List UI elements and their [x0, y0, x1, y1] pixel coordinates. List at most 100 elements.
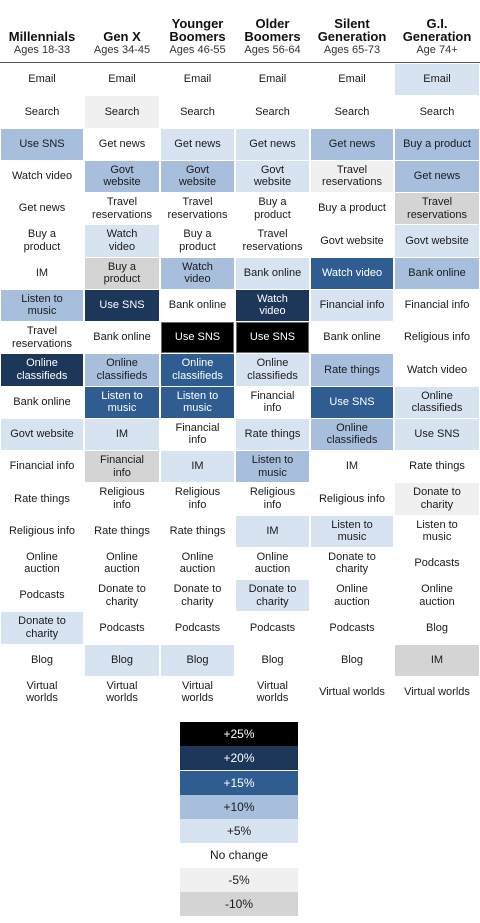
- activity-cell: Financial info: [85, 451, 159, 483]
- activity-cell: Online classifieds: [1, 354, 83, 386]
- activity-cell: Search: [395, 96, 479, 128]
- activity-cell: Listen to music: [395, 515, 479, 547]
- activity-cell: Online auction: [395, 580, 479, 612]
- activity-cell: Virtual worlds: [311, 676, 393, 708]
- activity-cell: Travel reservations: [311, 160, 393, 192]
- legend-item: +25%: [180, 722, 298, 746]
- activity-cell: Watch video: [311, 257, 393, 289]
- activity-cell: Use SNS: [236, 322, 309, 354]
- activity-cell: Virtual worlds: [1, 676, 83, 708]
- activity-grid: Email Search Use SNS Watch video Get news Buy…: [0, 62, 480, 708]
- activity-cell: Financial info: [1, 451, 83, 483]
- activity-cell: Online auction: [1, 547, 83, 579]
- generation-name: G.I. Generation: [402, 16, 472, 44]
- column-header: Younger Boomers Ages 46-55: [160, 0, 235, 62]
- activity-cell: Donate to charity: [161, 580, 234, 612]
- column-header: Gen X Ages 34-45: [84, 0, 160, 62]
- activity-cell: Financial info: [395, 289, 479, 321]
- activity-cell: Buy a product: [395, 128, 479, 160]
- age-range: Ages 46-55: [169, 44, 226, 56]
- legend-item: +20%: [180, 746, 298, 771]
- activity-cell: Use SNS: [161, 322, 234, 354]
- activity-cell: Watch video: [236, 289, 309, 321]
- activity-cell: Bank online: [311, 322, 393, 354]
- activity-cell: Financial info: [161, 418, 234, 450]
- column-header: Millennials Ages 18-33: [0, 0, 84, 62]
- activity-cell: Email: [395, 64, 479, 96]
- activity-cell: Bank online: [85, 322, 159, 354]
- activity-cell: Email: [85, 64, 159, 96]
- generation-name: Gen X: [103, 29, 141, 44]
- activity-cell: Govt website: [236, 160, 309, 192]
- age-range: Age 74+: [416, 44, 458, 56]
- activity-cell: Search: [161, 96, 234, 128]
- activity-cell: Virtual worlds: [85, 676, 159, 708]
- activity-cell: Email: [311, 64, 393, 96]
- activity-cell: Govt website: [1, 418, 83, 450]
- activity-cell: Govt website: [85, 160, 159, 192]
- activity-cell: Online classifieds: [311, 418, 393, 450]
- activity-cell: Email: [1, 64, 83, 96]
- activity-cell: Religious info: [1, 515, 83, 547]
- legend-item: +15%: [180, 770, 298, 795]
- age-range: Ages 65-73: [323, 44, 381, 56]
- activity-cell: Listen to music: [85, 386, 159, 418]
- column-header: G.I. Generation Age 74+: [394, 0, 480, 62]
- header-rule: [0, 62, 480, 63]
- activity-cell: Bank online: [395, 257, 479, 289]
- activity-cell: Blog: [85, 644, 159, 676]
- activity-cell: Search: [85, 96, 159, 128]
- activity-cell: Virtual worlds: [395, 676, 479, 708]
- activity-cell: Govt website: [395, 225, 479, 257]
- activity-cell: IM: [236, 515, 309, 547]
- activity-cell: Podcasts: [85, 612, 159, 644]
- activity-cell: Online classifieds: [161, 354, 234, 386]
- activity-cell: Get news: [85, 128, 159, 160]
- activity-cell: Religious info: [311, 483, 393, 515]
- activity-cell: Online classifieds: [395, 386, 479, 418]
- generation-name: Silent Generation: [317, 16, 387, 44]
- activity-cell: Buy a product: [236, 193, 309, 225]
- activity-cell: Virtual worlds: [161, 676, 234, 708]
- activity-cell: Rate things: [395, 451, 479, 483]
- activity-cell: Podcasts: [395, 547, 479, 579]
- activity-cell: Podcasts: [161, 612, 234, 644]
- activity-cell: Blog: [161, 644, 234, 676]
- age-range: Ages 34-45: [93, 44, 151, 56]
- activity-cell: IM: [311, 451, 393, 483]
- activity-cell: Rate things: [311, 354, 393, 386]
- activity-cell: Search: [1, 96, 83, 128]
- activity-cell: Travel reservations: [1, 322, 83, 354]
- activity-cell: Listen to music: [236, 451, 309, 483]
- activity-cell: Watch video: [395, 354, 479, 386]
- activity-cell: Blog: [236, 644, 309, 676]
- legend-item: No change: [180, 843, 298, 868]
- column-headers: Millennials Ages 18-33 Gen X Ages 34-45 Youn…: [0, 0, 480, 62]
- activity-cell: Watch video: [161, 257, 234, 289]
- activity-cell: Travel reservations: [236, 225, 309, 257]
- activity-cell: Search: [236, 96, 309, 128]
- activity-cell: Rate things: [236, 418, 309, 450]
- legend-item: +10%: [180, 794, 298, 819]
- activity-cell: Watch video: [85, 225, 159, 257]
- activity-cell: Use SNS: [1, 128, 83, 160]
- generation-name: Younger Boomers: [169, 16, 226, 44]
- age-range: Ages 18-33: [13, 44, 71, 56]
- activity-cell: IM: [161, 451, 234, 483]
- activity-cell: Get news: [1, 193, 83, 225]
- activity-cell: Online auction: [161, 547, 234, 579]
- activity-cell: Rate things: [85, 515, 159, 547]
- activity-cell: Online auction: [85, 547, 159, 579]
- activity-cell: Podcasts: [1, 580, 83, 612]
- activity-cell: Financial info: [236, 386, 309, 418]
- activity-cell: Bank online: [161, 289, 234, 321]
- activity-cell: Religious info: [236, 483, 309, 515]
- legend-item: -10%: [180, 891, 298, 916]
- activity-cell: Listen to music: [1, 289, 83, 321]
- legend-item: -5%: [180, 867, 298, 892]
- legend-item: +5%: [180, 819, 298, 843]
- activity-cell: Email: [236, 64, 309, 96]
- activity-cell: Listen to music: [311, 515, 393, 547]
- activity-cell: Govt website: [161, 160, 234, 192]
- age-range: Ages 56-64: [244, 44, 301, 56]
